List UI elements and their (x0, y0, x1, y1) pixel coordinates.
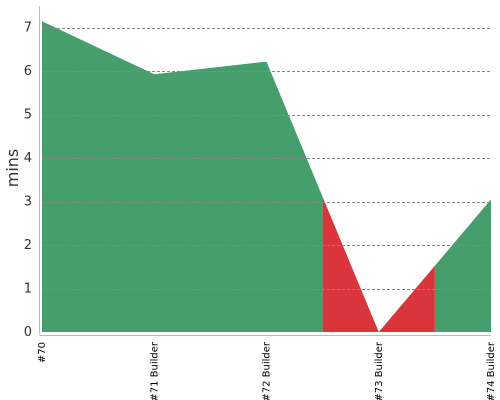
y-tick-label: 4 (24, 151, 32, 166)
y-tick-labels: 0 1 2 3 4 5 6 7 (24, 21, 32, 340)
x-tick-label: #71 Builder (149, 341, 160, 400)
x-tick-label: #72 Builder (262, 341, 273, 400)
x-tick-label: #74 Builder (486, 341, 497, 400)
y-axis-title: mins (3, 149, 22, 188)
area-bands (42, 21, 491, 333)
y-tick-label: 6 (24, 64, 32, 79)
axes (39, 6, 491, 336)
area-band-failure-1 (322, 196, 435, 332)
y-tick-label: 0 (24, 325, 32, 340)
area-band-success-2 (434, 199, 491, 332)
y-tick-label: 5 (24, 108, 32, 123)
area-band-success-0 (42, 21, 323, 333)
y-tick-label: 2 (24, 238, 32, 253)
y-tick-label: 1 (24, 282, 32, 297)
x-tick-label: #73 Builder (374, 341, 385, 400)
x-tick-labels: #70 #71 Builder #72 Builder #73 Builder #74 … (37, 341, 497, 400)
y-tick-label: 7 (24, 21, 32, 36)
y-tick-label: 3 (24, 195, 32, 210)
x-tick-label: #70 (37, 342, 48, 363)
